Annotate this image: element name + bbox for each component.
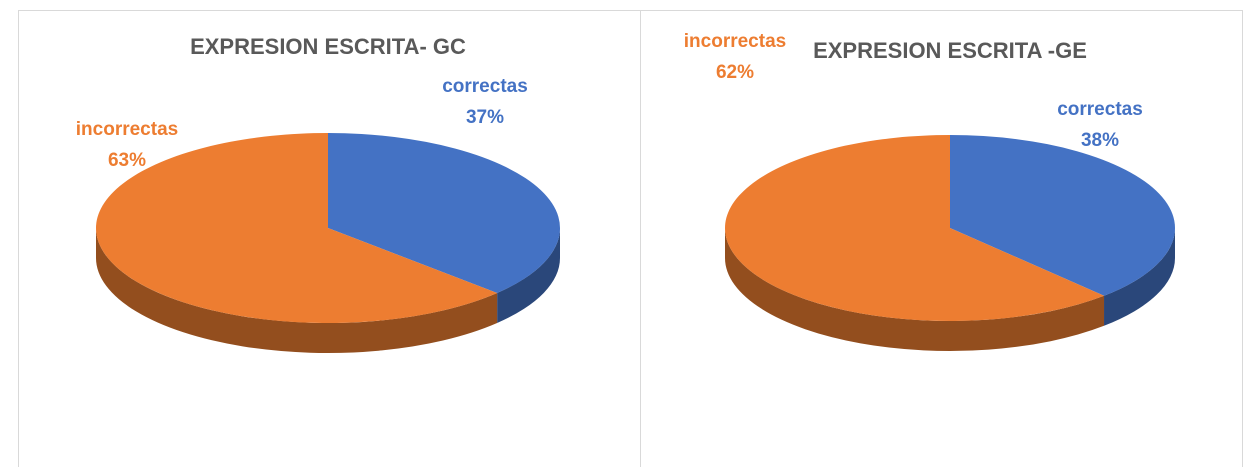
data-label-value: 63% (108, 150, 146, 171)
panel (640, 10, 1243, 467)
data-label-value: 37% (466, 107, 504, 128)
pie-slice (950, 135, 1175, 296)
pie-slice (95, 133, 498, 323)
data-label-name: correctas (442, 76, 528, 97)
chart-title: EXPRESION ESCRITA- GC (190, 34, 466, 59)
data-label-name: incorrectas (76, 119, 178, 140)
pie-side (497, 228, 560, 324)
pie-slice (725, 135, 1105, 321)
data-label-value: 38% (1081, 130, 1119, 151)
pie-side (96, 228, 498, 353)
data-label-value: 62% (716, 62, 754, 83)
pie-side (1104, 228, 1175, 326)
pie-slice (328, 133, 560, 294)
chart-title: EXPRESION ESCRITA -GE (813, 38, 1087, 63)
pie-side (725, 228, 1105, 351)
data-label-name: incorrectas (684, 31, 786, 52)
data-label-name: correctas (1057, 99, 1143, 120)
